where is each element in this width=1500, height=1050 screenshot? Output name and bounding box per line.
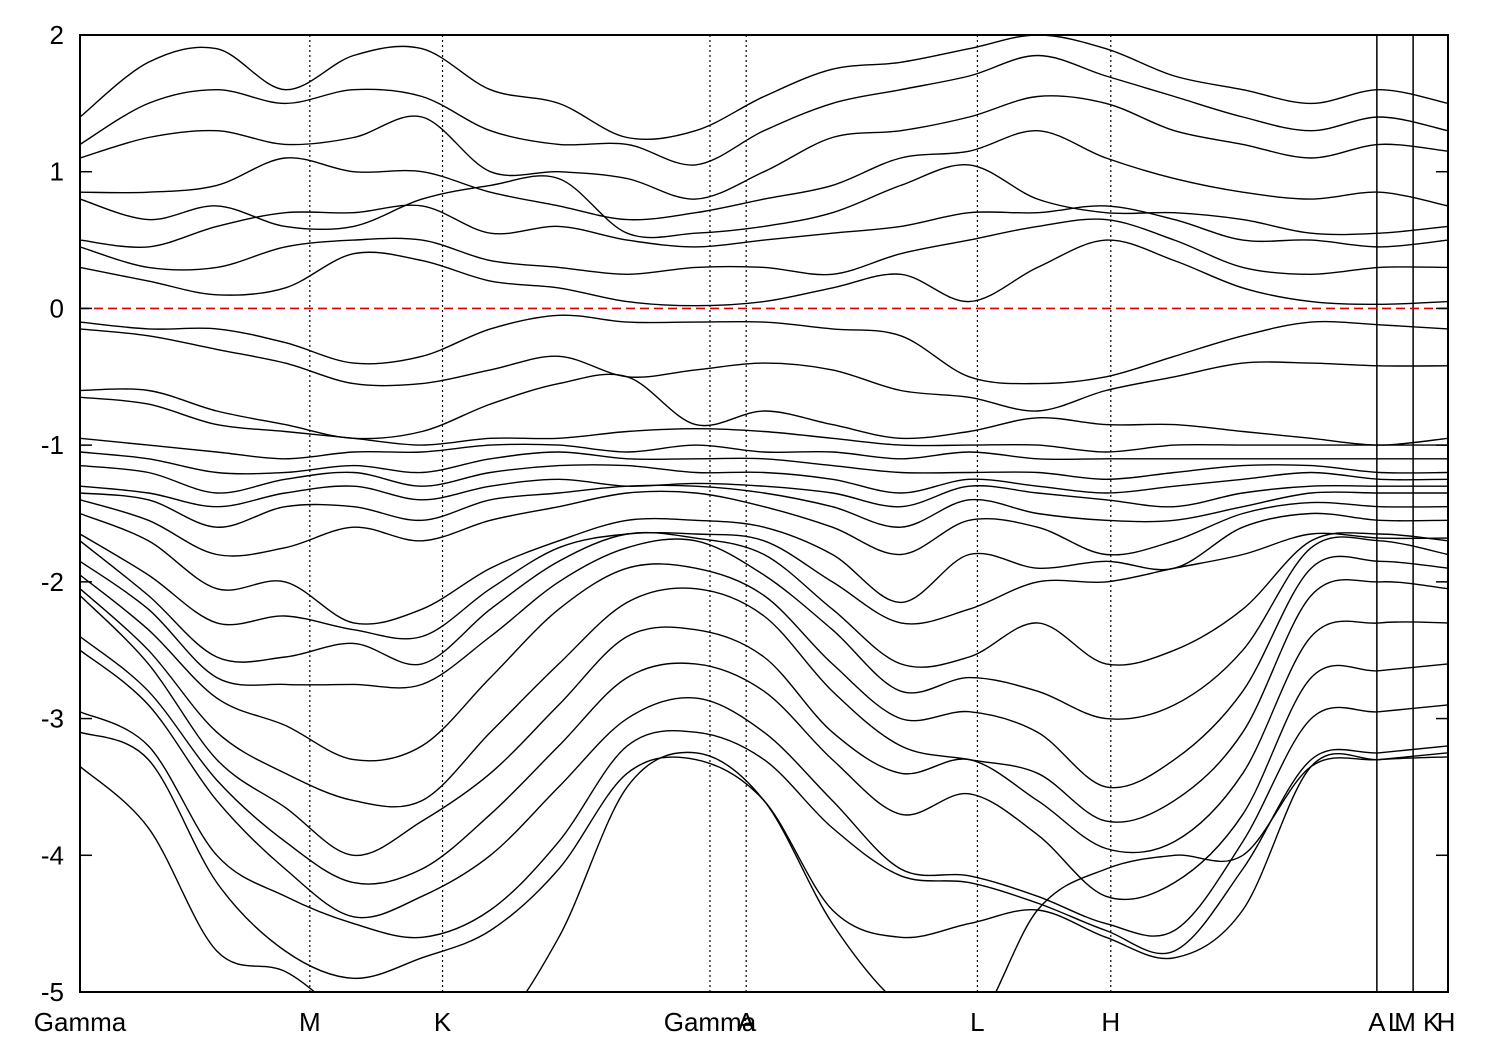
band-17 [80,437,1448,461]
band-3 [80,649,1448,937]
band-11 [80,512,1448,625]
band-6 [80,579,1448,823]
x-tick-label: M [1394,1007,1416,1037]
band-14 [80,478,1448,508]
band-22 [80,239,1448,307]
band-1 [80,731,1448,980]
band-2 [80,711,1448,955]
y-tick-label: -1 [41,430,64,460]
y-tick-label: 0 [50,293,64,323]
band-15 [80,464,1448,494]
band-4 [80,635,1448,901]
band-25 [80,164,1448,239]
band-12 [80,490,1448,557]
band-23 [80,218,1448,276]
x-tick-label: L [1388,1007,1402,1037]
x-tick-label: Gamma [34,1007,127,1037]
band-10 [80,531,1448,640]
band-8 [80,536,1448,720]
x-tick-label: A [738,1007,756,1037]
y-tick-label: -3 [41,704,64,734]
y-tick-label: 1 [50,157,64,187]
band-28 [80,54,1448,166]
x-tick-label: M [299,1007,321,1037]
band-5 [80,595,1448,857]
x-tick-label: L [970,1007,984,1037]
x-tick-label: H [1437,1007,1456,1037]
band-20 [80,328,1448,412]
band-7 [80,555,1448,789]
y-tick-label: -4 [41,840,64,870]
y-tick-label: 2 [50,20,64,50]
band-24 [80,204,1448,249]
band-27 [80,95,1448,200]
band-26 [80,129,1448,221]
x-tick-label: A [1368,1007,1386,1037]
plot-frame [79,34,1449,993]
band-lines [80,35,1448,992]
band-13 [80,484,1448,528]
symmetry-lines [309,35,1414,992]
y-tick-labels: -5 -4 -3 -2 -1 0 1 2 [41,20,64,1007]
x-tick-label: Gamma [664,1007,757,1037]
x-tick-label: K [1423,1007,1441,1037]
band-19 [80,373,1448,446]
band-9 [80,531,1448,668]
y-tick-label: -5 [41,977,64,1007]
y-tick-label: -2 [41,567,64,597]
x-tick-label: K [434,1007,452,1037]
x-tick-label: H [1101,1007,1120,1037]
band-18 [80,396,1448,453]
axis-ticks [80,34,1448,993]
band-21 [80,314,1448,385]
band-16 [80,451,1448,481]
band-29 [80,35,1448,140]
